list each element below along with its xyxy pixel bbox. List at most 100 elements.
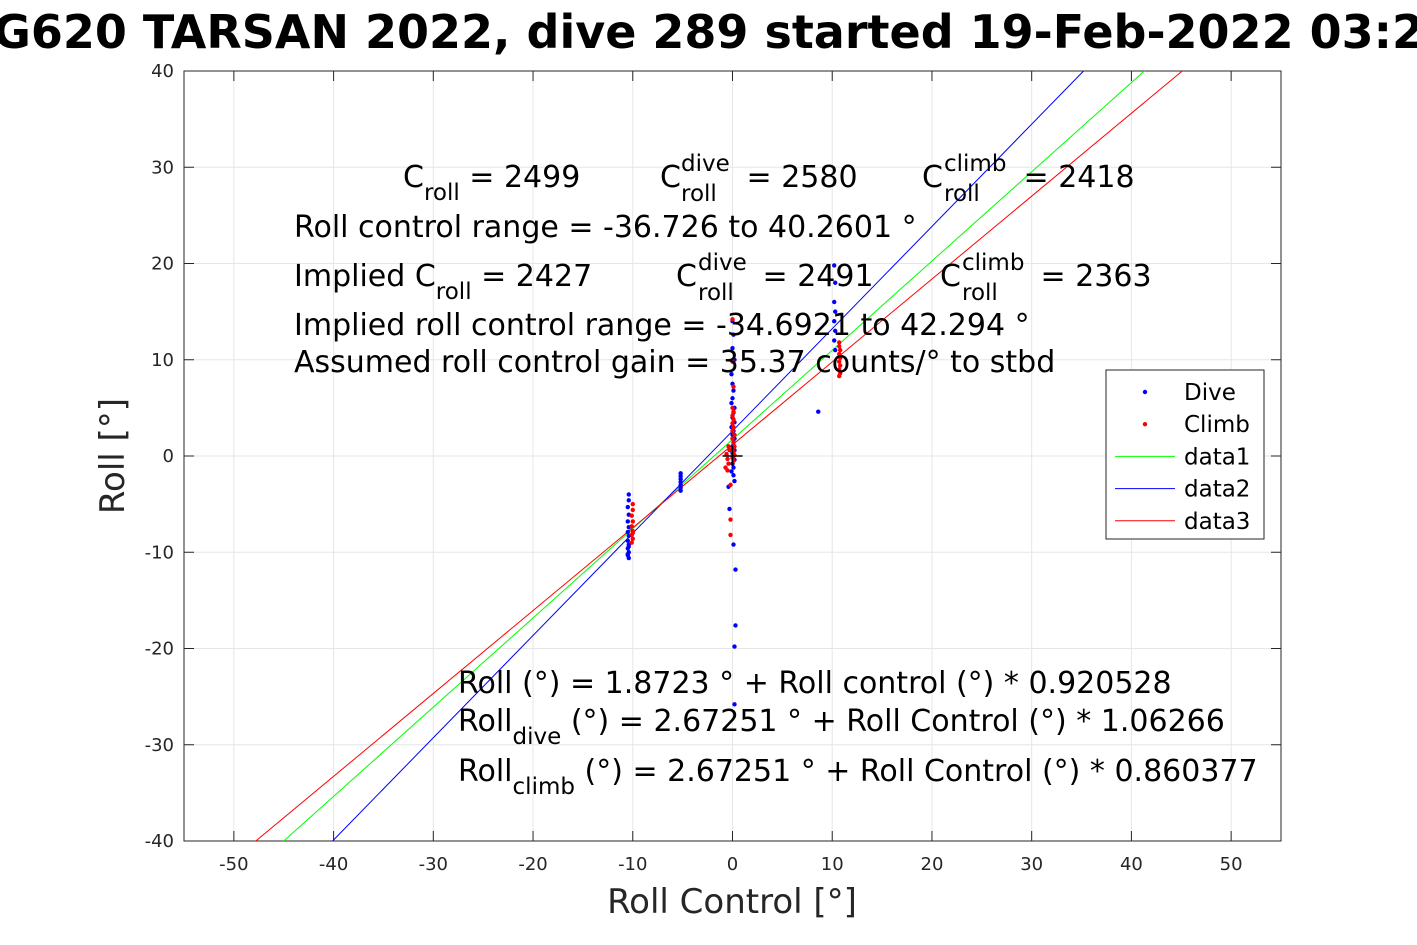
implied-c-roll-annotation: Implied Croll = 2427: [294, 259, 592, 305]
implied-c-roll-climb-value: = 2363: [1031, 259, 1152, 294]
climb-point: [630, 530, 635, 536]
climb-point: [731, 417, 736, 422]
x-tick-label: -30: [419, 854, 448, 875]
dive-point: [727, 506, 732, 512]
dive-point: [729, 371, 734, 377]
legend-box: [1105, 369, 1265, 540]
climb-point: [630, 536, 635, 541]
climb-point: [837, 344, 842, 349]
x-tick-label: 10: [821, 854, 844, 875]
climb-point: [725, 468, 730, 473]
fit-climb-annotation: Rollclimb (°) = 2.67251 ° + Roll Control…: [458, 754, 1258, 800]
climb-point: [838, 363, 843, 368]
c-roll-climb-value: = 2418: [1014, 160, 1135, 195]
y-tick-label: -30: [145, 735, 174, 756]
y-tick-label: 40: [151, 61, 174, 82]
fit-dive-sub: dive: [513, 724, 562, 750]
dive-point: [626, 492, 631, 497]
climb-point: [731, 409, 736, 414]
annotations: Croll = 2499 C dive roll = 2580 C climb …: [294, 151, 1258, 800]
fit-dive-base: Roll: [458, 704, 513, 739]
climb-point: [731, 384, 736, 389]
climb-point: [838, 355, 843, 361]
climb-point: [728, 517, 733, 522]
climb-point: [731, 424, 736, 430]
implied-c-roll-pre: Implied C: [294, 259, 436, 294]
dive-point: [729, 400, 734, 406]
data-points: [625, 263, 843, 707]
implied-c-roll-climb-sup: climb: [962, 250, 1024, 276]
y-tick-label: -40: [145, 831, 174, 852]
climb-point: [726, 444, 731, 449]
x-tick-label: 20: [921, 854, 944, 875]
implied-c-roll-value: = 2427: [472, 259, 593, 294]
dive-point: [832, 338, 837, 343]
dive-point: [625, 551, 630, 557]
x-tick-label: -50: [219, 854, 248, 875]
climb-point: [838, 347, 843, 353]
fit-all-equation: Roll (°) = 1.8723 ° + Roll control (°) *…: [458, 666, 1172, 701]
climb-point: [732, 432, 737, 438]
dive-point: [833, 309, 838, 314]
climb-point: [728, 482, 733, 488]
fit-line-data1: [283, 70, 1145, 842]
c-roll-dive-sub: roll: [681, 181, 717, 207]
dive-point: [731, 465, 736, 470]
climb-point: [837, 359, 842, 364]
y-tick-label: 0: [163, 446, 174, 467]
climb-point: [725, 456, 730, 462]
x-tick-label: -10: [618, 854, 647, 875]
implied-c-roll-dive-base: C: [676, 259, 697, 294]
dive-point: [731, 388, 736, 393]
legend-label-data3: data3: [1184, 509, 1250, 535]
climb-point: [629, 540, 634, 545]
origin-cross-marker: [722, 446, 743, 466]
climb-point: [837, 367, 842, 372]
c-roll-dive-base: C: [660, 160, 681, 195]
y-tick-label: -10: [145, 542, 174, 563]
x-axis-label: Roll Control [°]: [607, 882, 857, 922]
implied-roll-control-range: Implied roll control range = -34.6921 to…: [294, 308, 1030, 343]
x-tick-label: 40: [1120, 854, 1143, 875]
x-tick-label: 50: [1220, 854, 1243, 875]
dive-point: [733, 623, 738, 628]
y-tick-label: 20: [151, 254, 174, 275]
c-roll-climb-sup: climb: [944, 151, 1006, 177]
dive-point: [625, 538, 630, 543]
implied-c-roll-sub: roll: [436, 279, 472, 305]
fit-dive-equation: (°) = 2.67251 ° + Roll Control (°) * 1.0…: [561, 704, 1225, 739]
legend-swatch-dive: [1142, 389, 1148, 395]
legend-items: Dive Climb data1 data2 data3: [1115, 380, 1250, 535]
climb-point: [837, 351, 842, 357]
dive-point: [626, 498, 631, 503]
legend-swatch-climb: [1142, 422, 1148, 427]
dive-point: [833, 347, 838, 353]
climb-point: [730, 413, 735, 418]
dive-point: [816, 409, 821, 414]
dive-point: [731, 542, 736, 547]
fit-climb-sub: climb: [513, 774, 575, 800]
climb-point: [728, 532, 733, 538]
climb-point: [837, 373, 842, 379]
implied-c-roll-dive-sup: dive: [698, 250, 747, 276]
climb-point: [730, 405, 735, 411]
fit-dive-annotation: Rolldive (°) = 2.67251 ° + Roll Control …: [458, 704, 1225, 750]
climb-point: [630, 501, 635, 507]
c-roll-dive-sup: dive: [681, 151, 730, 177]
fit-lines: [255, 70, 1183, 842]
c-roll-value: = 2499: [460, 160, 581, 195]
x-tick-label: -20: [518, 854, 547, 875]
y-tick-label: 30: [151, 157, 174, 178]
dive-point: [832, 319, 837, 324]
assumed-roll-control-gain: Assumed roll control gain = 35.37 counts…: [294, 345, 1055, 380]
dive-point: [832, 263, 837, 268]
fit-climb-equation: (°) = 2.67251 ° + Roll Control (°) * 0.8…: [575, 754, 1258, 789]
climb-point: [724, 451, 729, 457]
dive-point: [833, 328, 838, 334]
dive-point: [731, 332, 736, 337]
dive-point: [732, 478, 737, 484]
climb-point: [730, 317, 735, 322]
y-axis: -40 -30 -20 -10 0 10 20 30 40: [145, 61, 1281, 852]
legend-label-data1: data1: [1184, 444, 1250, 470]
c-roll-climb-sub: roll: [944, 181, 980, 207]
